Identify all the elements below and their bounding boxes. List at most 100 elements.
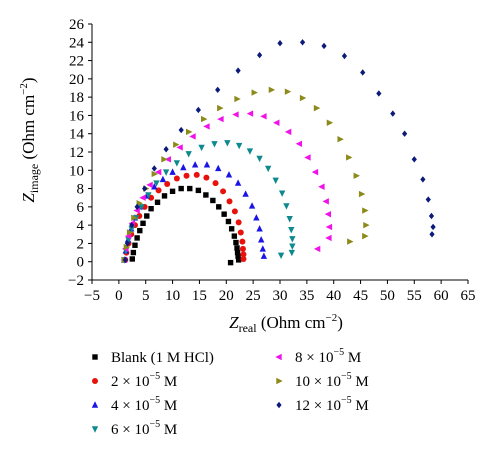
data-point [289,236,296,243]
x-tick-label: 65 [461,288,476,304]
x-tick-label: 40 [326,288,341,304]
data-point [325,234,332,242]
x-tick-label: 15 [192,288,207,304]
x-axis-ticks: −5 0 5 10 15 20 25 30 35 40 45 50 55 60 65 [84,280,476,304]
data-point [325,223,333,231]
data-point [198,144,205,152]
data-point [211,141,218,148]
data-point [140,220,146,227]
data-point [231,233,238,239]
data-point [153,180,160,187]
data-point [242,190,249,197]
data-point [251,89,258,96]
data-point [161,193,168,199]
data-point [210,197,216,204]
y-tick-label: 12 [69,145,84,161]
data-point [253,214,260,221]
data-point [228,226,235,232]
data-point [295,140,303,147]
data-point [142,185,148,192]
data-point [286,216,293,223]
data-point [322,198,329,205]
y-tick-label: 18 [69,90,84,106]
data-point [129,221,135,229]
data-point [132,242,138,248]
data-point [235,257,242,263]
data-point [304,154,311,161]
data-point [201,115,208,123]
data-point [217,115,224,123]
series-5 [120,110,333,264]
data-point [235,142,243,150]
data-point [341,52,348,60]
legend-item: 6 × 10−5 M [91,419,177,438]
y-tick-label: 2 [77,236,85,252]
legend-marker [91,401,99,408]
data-point [234,249,241,256]
data-point [360,69,366,76]
x-tick-label: 0 [115,288,123,304]
data-point [288,249,296,257]
data-point [248,202,256,209]
y-tick-label: 24 [69,35,85,51]
data-point [233,239,239,246]
data-point [321,42,327,50]
legend-label: 6 × 10−5 M [111,419,177,438]
y-tick-label: 10 [69,163,84,179]
x-tick-label: 60 [434,288,449,304]
data-point [164,156,171,163]
data-point [347,238,354,245]
data-point [226,198,233,205]
data-point [362,207,369,214]
data-point [430,223,436,231]
data-point [428,212,435,220]
plot-frame [91,24,468,281]
data-point [139,194,146,201]
data-point [129,256,135,262]
y-tick-label: 0 [77,255,85,271]
data-point [402,130,408,137]
data-point [146,181,153,189]
data-point [259,245,267,252]
data-point [299,94,307,102]
data-point [193,171,200,178]
data-point [178,126,184,134]
data-point [136,200,143,207]
data-point [272,177,279,185]
data-point [124,240,131,247]
legend-marker [91,426,99,433]
data-point [231,208,238,215]
data-point [234,245,240,251]
y-tick-label: 26 [69,17,85,33]
x-tick-label: 10 [165,288,180,304]
data-point [420,176,426,183]
series-6 [121,86,370,264]
data-point [268,86,276,94]
data-point [311,168,319,176]
x-axis-label: Zreal (Ohm cm−2) [229,312,343,335]
data-point [176,144,183,151]
legend-marker [276,401,282,409]
data-point [289,243,296,250]
series-2 [122,171,247,263]
data-point [326,119,334,126]
series-layer [120,39,436,266]
legend-item: 4 × 10−5 M [91,395,177,414]
data-point [318,183,325,190]
data-point [411,156,417,163]
data-point [299,39,306,46]
data-point [195,187,202,194]
data-point [131,214,138,222]
data-point [185,151,192,158]
y-tick-label: 16 [69,108,85,124]
y-tick-label: 6 [77,200,85,216]
legend-label: 2 × 10−5 M [111,371,177,390]
data-point [239,238,246,245]
data-point [278,190,286,197]
legend-marker [92,378,98,384]
x-tick-label: 20 [219,288,234,304]
x-tick-label: 45 [353,288,368,304]
data-point [148,205,154,212]
